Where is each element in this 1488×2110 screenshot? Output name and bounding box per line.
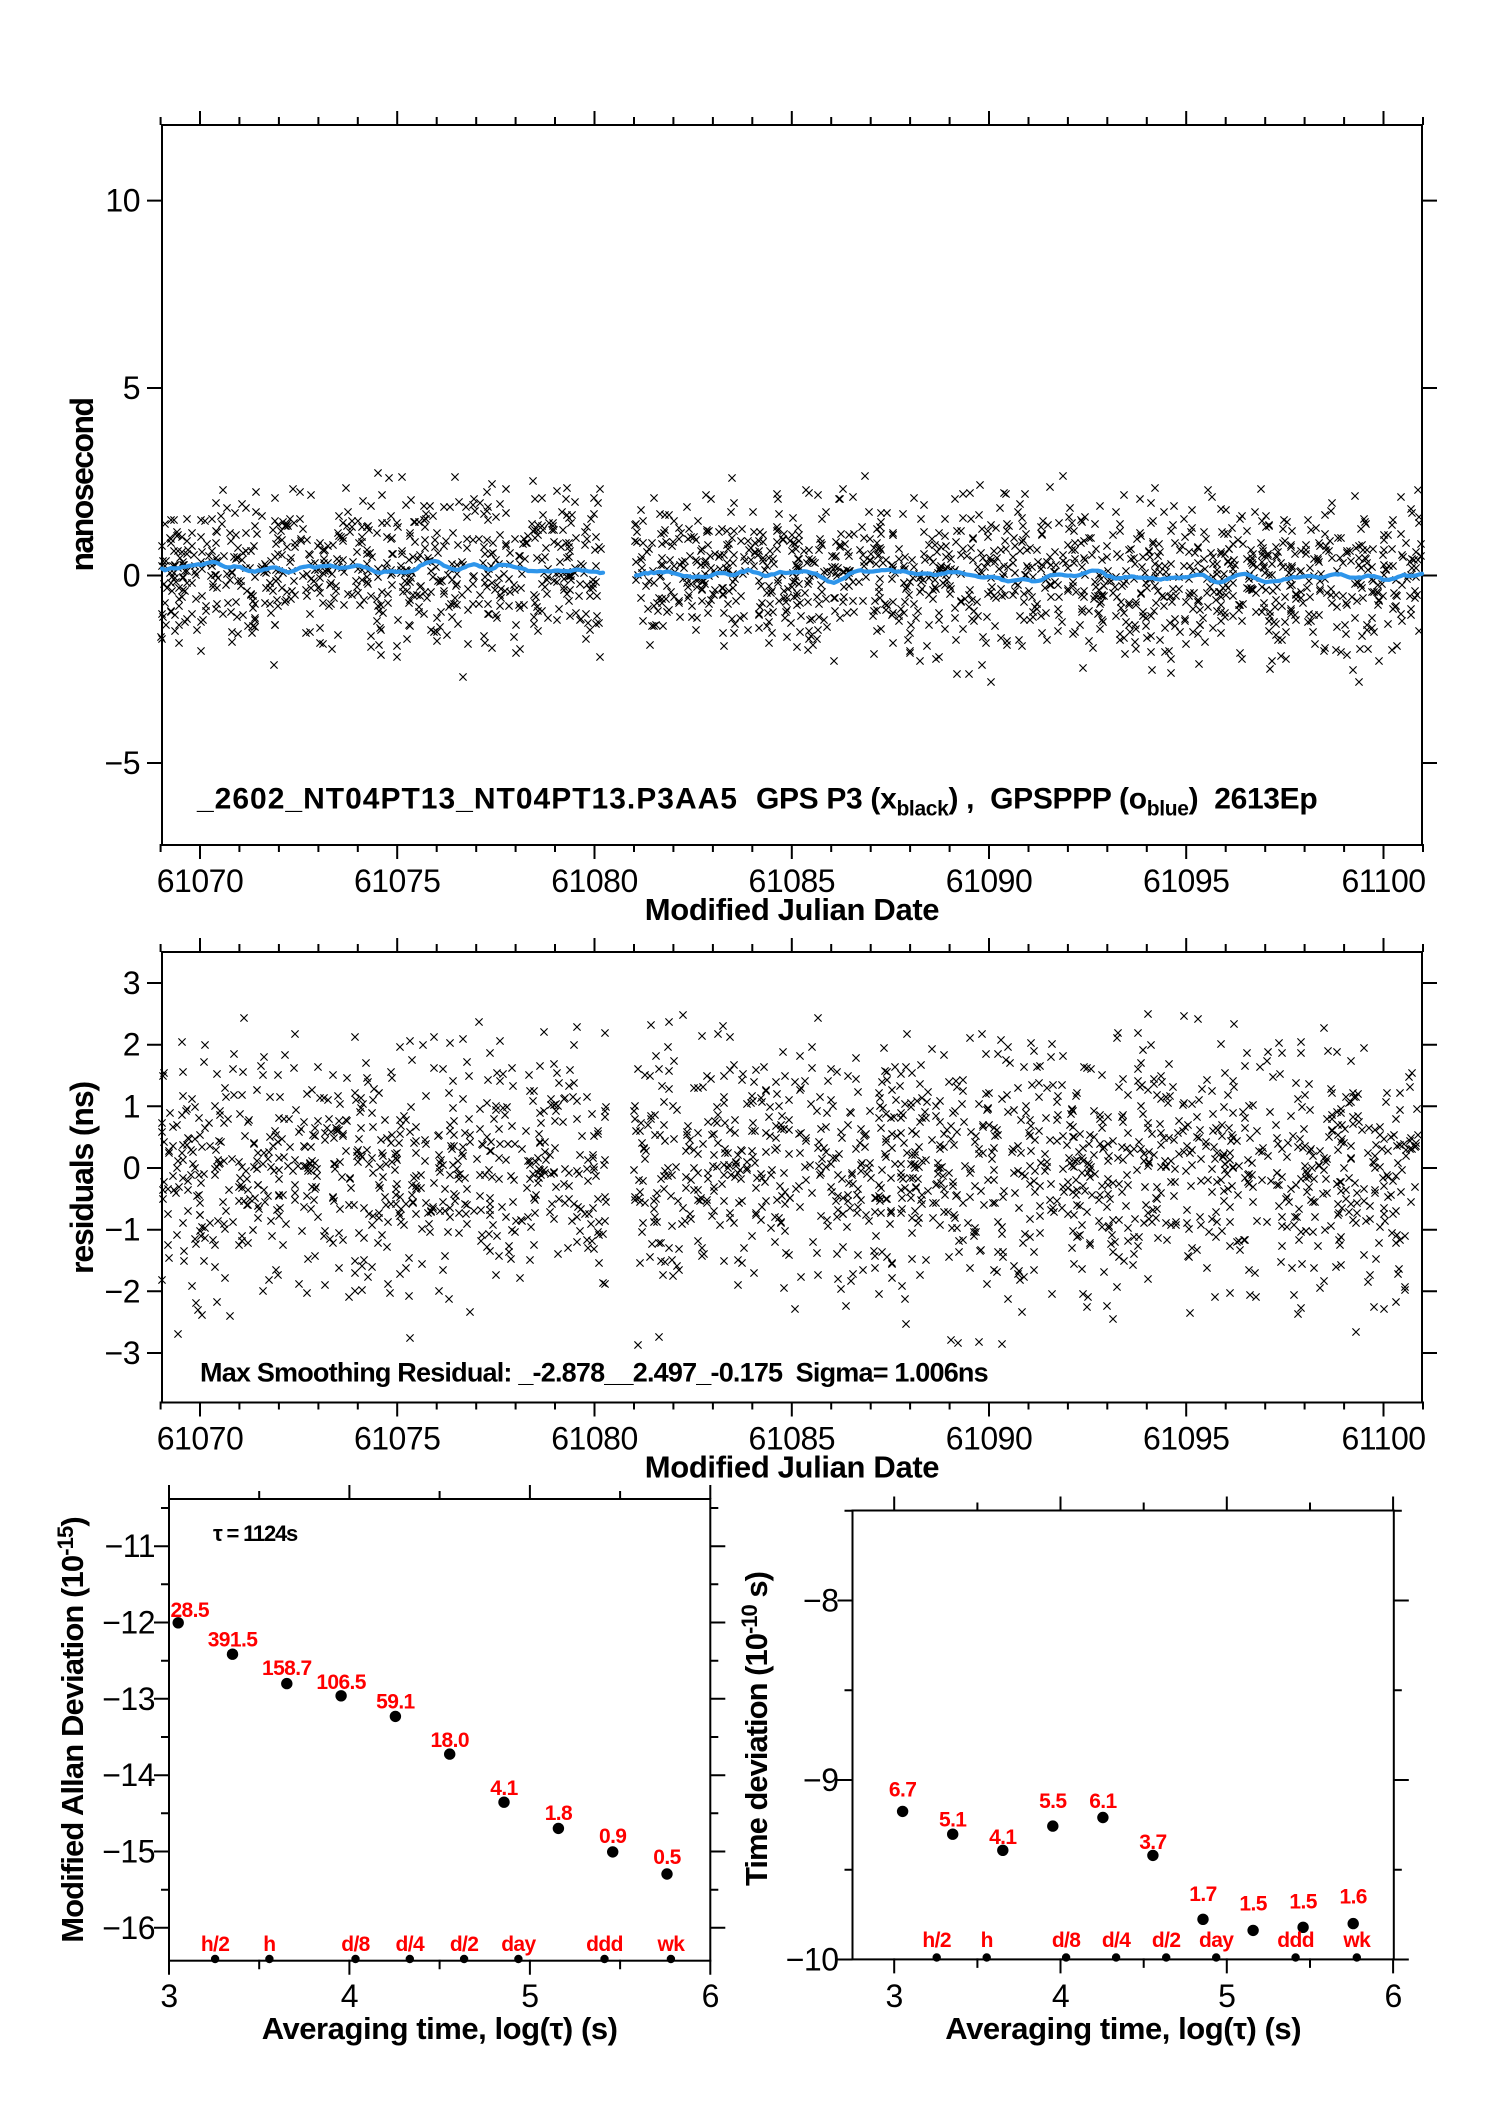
svg-text:d/2: d/2 [450, 1933, 479, 1956]
svg-text:5: 5 [1218, 1978, 1235, 2014]
svg-text:5.5: 5.5 [1039, 1790, 1067, 1813]
svg-text:h/2: h/2 [201, 1933, 230, 1956]
svg-text:ddd: ddd [586, 1933, 623, 1956]
svg-text:residuals (ns): residuals (ns) [64, 1082, 100, 1274]
svg-text:day: day [1199, 1929, 1234, 1952]
svg-text:3: 3 [886, 1978, 903, 2014]
svg-text:0.9: 0.9 [599, 1825, 626, 1848]
svg-text:5: 5 [123, 370, 140, 406]
svg-text:61080: 61080 [551, 863, 637, 899]
svg-text:Modified Allan Deviation (10-1: Modified Allan Deviation (10-15) [53, 1517, 90, 1943]
svg-text:0: 0 [123, 558, 140, 594]
svg-text:1.8: 1.8 [545, 1802, 573, 1825]
svg-text:5.1: 5.1 [939, 1809, 967, 1832]
svg-text:−12: −12 [102, 1605, 155, 1641]
svg-text:18.0: 18.0 [430, 1729, 468, 1752]
svg-text:−11: −11 [105, 1528, 155, 1564]
svg-text:10: 10 [105, 183, 140, 219]
svg-text:Averaging time, log(τ) (s): Averaging time, log(τ) (s) [262, 2011, 618, 2046]
svg-text:d/8: d/8 [341, 1933, 370, 1956]
svg-text:ddd: ddd [1277, 1929, 1314, 1952]
svg-text:−8: −8 [803, 1583, 838, 1619]
svg-text:6: 6 [1384, 1978, 1401, 2014]
svg-text:3.7: 3.7 [1139, 1831, 1166, 1854]
svg-text:−13: −13 [102, 1681, 155, 1717]
svg-text:h/2: h/2 [922, 1929, 951, 1952]
svg-text:61075: 61075 [354, 1421, 440, 1457]
svg-text:61075: 61075 [354, 863, 440, 899]
svg-text:−5: −5 [105, 745, 140, 781]
svg-text:−3: −3 [105, 1335, 140, 1371]
svg-text:28.5: 28.5 [170, 1599, 209, 1622]
svg-text:61090: 61090 [946, 863, 1032, 899]
svg-text:τ = 1124s: τ = 1124s [213, 1521, 298, 1546]
svg-text:61070: 61070 [157, 863, 243, 899]
svg-text:61100: 61100 [1341, 1421, 1425, 1457]
svg-text:−10: −10 [786, 1942, 839, 1978]
svg-text:wk: wk [656, 1933, 685, 1956]
svg-text:d/4: d/4 [1102, 1929, 1131, 1952]
svg-text:3: 3 [123, 965, 140, 1001]
svg-text:_2602_NT04PT13_NT04PT13.P3AA5: _2602_NT04PT13_NT04PT13.P3AA5 [196, 783, 738, 816]
svg-text:d/4: d/4 [396, 1933, 425, 1956]
svg-text:day: day [501, 1933, 536, 1956]
svg-text:59.1: 59.1 [376, 1690, 415, 1713]
svg-text:61085: 61085 [749, 863, 835, 899]
svg-text:4.1: 4.1 [490, 1777, 518, 1800]
svg-text:0: 0 [123, 1150, 140, 1186]
svg-text:61080: 61080 [551, 1421, 637, 1457]
svg-text:4: 4 [1052, 1978, 1069, 2014]
svg-text:61090: 61090 [946, 1421, 1032, 1457]
svg-text:4: 4 [341, 1978, 358, 2014]
svg-text:wk: wk [1342, 1929, 1371, 1952]
svg-text:6: 6 [702, 1978, 719, 2014]
svg-text:d/2: d/2 [1152, 1929, 1181, 1952]
svg-text:106.5: 106.5 [316, 1671, 366, 1694]
svg-text:3: 3 [160, 1978, 177, 2014]
svg-text:Averaging time, log(τ) (s): Averaging time, log(τ) (s) [945, 2011, 1301, 2046]
svg-text:nanosecond: nanosecond [64, 399, 100, 572]
svg-text:Modified Julian Date: Modified Julian Date [645, 892, 940, 927]
svg-text:1.6: 1.6 [1339, 1886, 1366, 1909]
svg-text:4.1: 4.1 [989, 1826, 1017, 1849]
svg-text:Modified Julian Date: Modified Julian Date [645, 1450, 940, 1485]
svg-text:1.5: 1.5 [1239, 1892, 1267, 1915]
svg-text:61095: 61095 [1143, 1421, 1229, 1457]
svg-text:−14: −14 [102, 1757, 155, 1793]
svg-text:−9: −9 [803, 1762, 838, 1798]
svg-text:158.7: 158.7 [262, 1657, 312, 1680]
svg-text:61070: 61070 [157, 1421, 243, 1457]
svg-text:61085: 61085 [749, 1421, 835, 1457]
svg-text:2: 2 [123, 1027, 140, 1063]
svg-text:−1: −1 [105, 1212, 140, 1248]
svg-text:−15: −15 [102, 1834, 155, 1870]
svg-text:h: h [263, 1933, 275, 1956]
svg-text:6.7: 6.7 [889, 1778, 916, 1801]
svg-text:−16: −16 [102, 1910, 155, 1946]
svg-text:GPS P3 (xblack) , GPSPPP (obl: GPS P3 (xblack) , GPSPPP (oblue) 2613Ep [756, 783, 1317, 821]
svg-text:61100: 61100 [1341, 863, 1425, 899]
svg-text:h: h [981, 1929, 993, 1952]
svg-text:391.5: 391.5 [208, 1629, 258, 1652]
svg-text:1.7: 1.7 [1189, 1883, 1216, 1906]
svg-text:1.5: 1.5 [1289, 1890, 1317, 1913]
svg-text:5: 5 [521, 1978, 538, 2014]
svg-text:d/8: d/8 [1052, 1929, 1081, 1952]
svg-text:0.5: 0.5 [653, 1846, 681, 1869]
svg-text:1: 1 [123, 1088, 140, 1124]
svg-text:Max Smoothing Residual: _-2.87: Max Smoothing Residual: _-2.878__2.497_-… [200, 1358, 988, 1388]
svg-text:61095: 61095 [1143, 863, 1229, 899]
svg-text:−2: −2 [105, 1273, 140, 1309]
svg-text:6.1: 6.1 [1089, 1790, 1117, 1813]
